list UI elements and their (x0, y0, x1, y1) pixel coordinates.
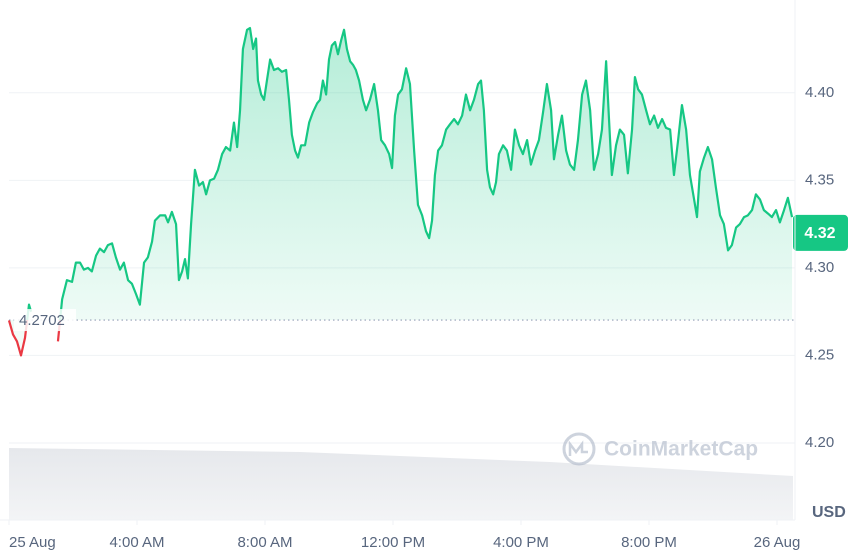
baseline-label: 4.2702 (19, 312, 65, 329)
current-price-label: 4.32 (804, 225, 835, 242)
price-line (7, 26, 794, 357)
x-tick-label: 25 Aug (9, 534, 56, 551)
plot: 4.2702 4.32 (7, 26, 848, 357)
x-tick-label: 4:00 AM (109, 534, 164, 551)
x-tick-label: 26 Aug (754, 534, 801, 551)
price-area (9, 28, 793, 356)
volume-band (9, 448, 793, 520)
x-tick-label: 4:00 PM (493, 534, 549, 551)
watermark: CoinMarketCap (562, 432, 758, 466)
watermark-text: CoinMarketCap (604, 438, 758, 461)
y-tick-label: 4.40 (805, 84, 834, 101)
baseline-label-bg (14, 309, 76, 332)
watermark-logo-mark (568, 440, 588, 456)
x-tick-label: 8:00 AM (237, 534, 292, 551)
y-tick-label: 4.25 (805, 346, 834, 363)
y-tick-label: 4.20 (805, 434, 834, 451)
x-tick-label: 8:00 PM (621, 534, 677, 551)
x-tick-label: 12:00 PM (361, 534, 425, 551)
watermark-logo (562, 432, 596, 466)
current-price-tag (793, 214, 848, 251)
y-axis-label: USD (812, 504, 846, 521)
y-tick-label: 4.35 (805, 171, 834, 188)
y-tick-label: 4.30 (805, 259, 834, 276)
